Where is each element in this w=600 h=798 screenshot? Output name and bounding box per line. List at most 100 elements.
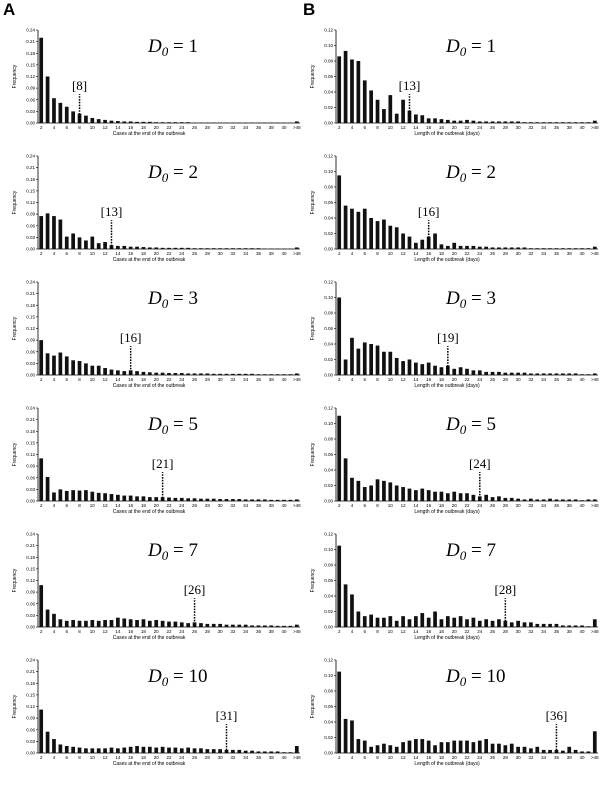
- bar: [484, 619, 489, 627]
- bar: [414, 114, 418, 123]
- bar: [503, 745, 508, 753]
- bar: [231, 624, 235, 627]
- bar: [503, 372, 508, 375]
- marker-label: [21]: [152, 456, 174, 471]
- d0-subscript: 0: [162, 548, 169, 563]
- bar: [522, 247, 527, 249]
- chart-a-d0-10: 0.00 0.03 0.06 0.09 0.12 0.15 0.18 0.21 0.24 Freq…: [12, 658, 301, 767]
- y-tick-label: 0.03: [26, 109, 35, 114]
- x-tick-label: 20: [452, 125, 458, 130]
- bar: [237, 499, 242, 501]
- bar: [535, 248, 540, 249]
- bar: [516, 498, 520, 501]
- x-tick-label: 26: [490, 377, 496, 382]
- bar: [103, 242, 107, 249]
- x-tick-label: >48: [591, 377, 599, 382]
- x-tick-label: 38: [269, 629, 275, 634]
- bar: [471, 245, 476, 249]
- y-tick-label: 0.18: [26, 429, 35, 434]
- bar: [522, 746, 527, 753]
- d0-subscript: 0: [460, 296, 467, 311]
- x-tick-label: 34: [541, 755, 547, 760]
- y-tick-label: 0.08: [324, 311, 333, 316]
- y-tick-label: 0.15: [26, 62, 35, 67]
- x-tick-label: 30: [516, 755, 522, 760]
- d0-value: = 2: [168, 162, 198, 183]
- bar: [554, 499, 559, 501]
- bar: [243, 499, 248, 501]
- bar: [369, 614, 373, 627]
- bar: [356, 348, 361, 375]
- d0-label: D0 = 10: [445, 666, 505, 689]
- bar: [128, 619, 133, 627]
- y-tick-label: 0.00: [26, 499, 35, 504]
- bar: [592, 499, 597, 501]
- x-tick-label: 26: [192, 251, 198, 256]
- y-tick-label: 0.24: [26, 532, 35, 537]
- bar: [243, 624, 248, 627]
- y-tick-label: 0.09: [26, 86, 35, 91]
- y-tick-label: 0.09: [26, 590, 35, 595]
- bar: [573, 749, 578, 753]
- bar: [116, 494, 120, 501]
- bar: [484, 246, 489, 249]
- bar: [554, 248, 559, 249]
- d0-value: = 10: [168, 666, 207, 687]
- bar: [554, 373, 559, 375]
- y-tick-label: 0.24: [26, 154, 35, 159]
- x-tick-label: 32: [230, 755, 236, 760]
- bar: [39, 585, 44, 627]
- bar: [586, 374, 591, 375]
- x-tick-label: 30: [218, 503, 224, 508]
- bar: [337, 415, 342, 501]
- y-tick-label: 0.08: [324, 437, 333, 442]
- y-tick-label: 0.12: [26, 200, 35, 205]
- x-tick-label: 40: [282, 251, 288, 256]
- bar: [426, 362, 431, 375]
- bar: [167, 122, 171, 123]
- bar: [580, 500, 584, 501]
- y-tick-label: 0.12: [324, 28, 333, 33]
- y-axis-label: Frequency: [310, 316, 316, 340]
- bar: [186, 623, 191, 628]
- bar: [64, 106, 69, 123]
- bar: [109, 747, 114, 753]
- bar: [439, 491, 444, 501]
- x-tick-label: 18: [141, 377, 147, 382]
- bar: [45, 353, 50, 375]
- x-tick-label: 4: [351, 503, 354, 508]
- x-tick-label: 22: [166, 629, 172, 634]
- marker-label: [19]: [437, 330, 459, 345]
- bar: [362, 342, 367, 375]
- bar: [458, 120, 463, 123]
- x-tick-label: 2: [40, 377, 43, 382]
- bar: [173, 122, 178, 123]
- bar: [407, 740, 412, 753]
- bar: [401, 233, 405, 249]
- bar: [509, 121, 514, 123]
- y-tick-label: 0.00: [26, 373, 35, 378]
- d0-symbol: D: [445, 414, 460, 435]
- bar: [401, 99, 405, 123]
- bar: [382, 617, 386, 627]
- d0-symbol: D: [147, 162, 162, 183]
- bar: [243, 750, 248, 753]
- bar: [186, 247, 191, 249]
- bar: [71, 620, 75, 627]
- x-tick-label: 4: [351, 629, 354, 634]
- bar: [433, 491, 437, 501]
- bar: [186, 747, 191, 753]
- bar: [45, 731, 50, 753]
- bar: [71, 490, 75, 501]
- x-tick-label: 34: [541, 503, 547, 508]
- bar: [90, 365, 95, 375]
- x-tick-label: 6: [364, 377, 367, 382]
- bar: [84, 115, 88, 123]
- x-tick-label: 12: [401, 503, 407, 508]
- bar: [275, 499, 280, 501]
- x-tick-label: 16: [128, 755, 134, 760]
- x-tick-label: 38: [269, 377, 275, 382]
- bar: [439, 367, 444, 375]
- bar: [141, 746, 146, 753]
